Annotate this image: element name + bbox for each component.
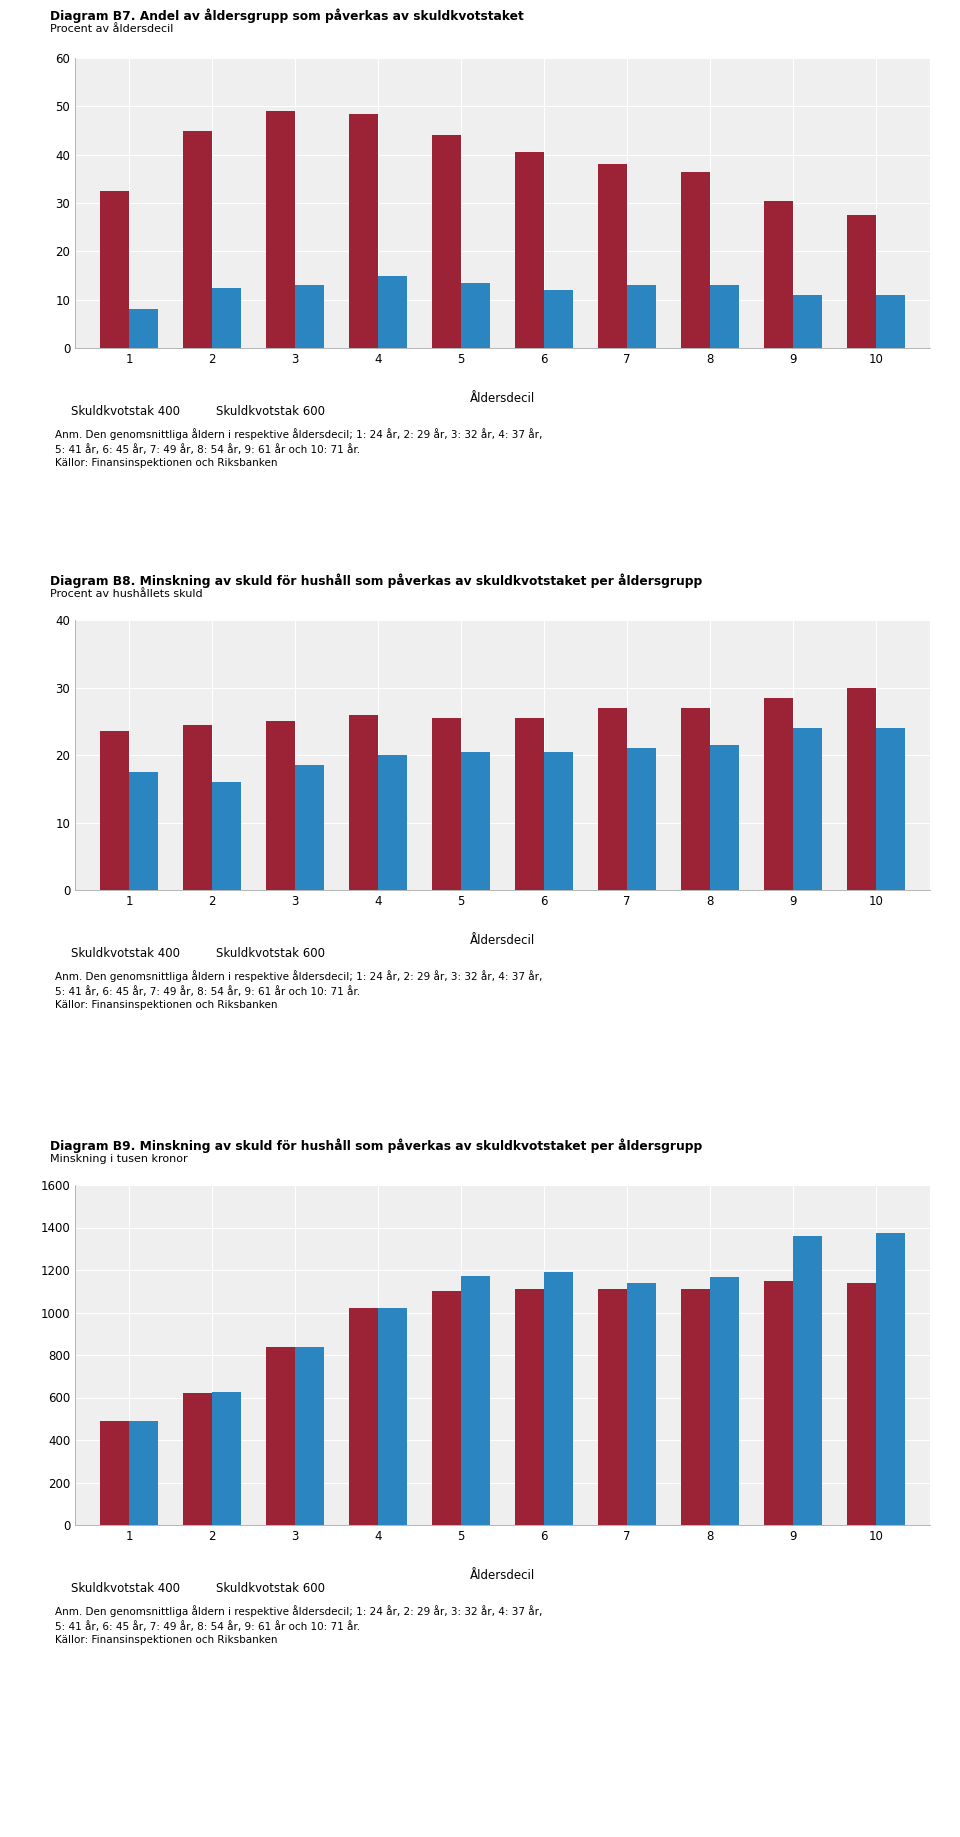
Bar — [348, 715, 378, 889]
Bar — [515, 1290, 544, 1525]
Bar — [432, 1291, 461, 1525]
Text: Anm. Den genomsnittliga åldern i respektive åldersdecil; 1: 24 år, 2: 29 år, 3: : Anm. Den genomsnittliga åldern i respekt… — [55, 970, 542, 1010]
Bar — [129, 772, 158, 889]
Text: Skuldkvotstak 600: Skuldkvotstak 600 — [216, 948, 325, 961]
Bar — [710, 285, 739, 347]
Bar — [544, 1273, 573, 1525]
Bar — [764, 200, 793, 347]
Bar — [266, 112, 295, 347]
Bar — [847, 1282, 876, 1525]
Bar — [461, 1277, 490, 1525]
Bar — [183, 130, 212, 347]
Bar — [515, 718, 544, 889]
Bar — [266, 722, 295, 889]
Text: Skuldkvotstak 400: Skuldkvotstak 400 — [71, 948, 180, 961]
Bar — [515, 152, 544, 347]
Text: Åldersdecil: Åldersdecil — [469, 391, 535, 404]
Bar — [544, 751, 573, 889]
Bar — [183, 724, 212, 889]
Bar — [378, 755, 407, 889]
Bar — [432, 718, 461, 889]
Bar — [100, 1420, 129, 1525]
Bar — [212, 783, 241, 889]
Bar — [295, 766, 324, 889]
Bar — [378, 276, 407, 347]
Bar — [183, 1392, 212, 1525]
Text: Skuldkvotstak 600: Skuldkvotstak 600 — [216, 404, 325, 419]
Bar — [598, 707, 627, 889]
Bar — [461, 283, 490, 347]
Bar — [129, 309, 158, 347]
Bar — [764, 698, 793, 889]
Text: Minskning i tusen kronor: Minskning i tusen kronor — [50, 1154, 187, 1165]
Bar — [876, 294, 905, 347]
Bar — [710, 1277, 739, 1525]
Bar — [793, 294, 822, 347]
Text: Procent av åldersdecil: Procent av åldersdecil — [50, 24, 174, 35]
Text: Åldersdecil: Åldersdecil — [469, 933, 535, 948]
Bar — [681, 707, 710, 889]
Text: 19  –  EKONOMISKA KOMMENTARER NR 8, 2015: 19 – EKONOMISKA KOMMENTARER NR 8, 2015 — [315, 1811, 645, 1824]
Bar — [295, 1347, 324, 1525]
Text: Anm. Den genomsnittliga åldern i respektive åldersdecil; 1: 24 år, 2: 29 år, 3: : Anm. Den genomsnittliga åldern i respekt… — [55, 1606, 542, 1646]
Bar — [793, 727, 822, 889]
Text: Diagram B7. Andel av åldersgrupp som påverkas av skuldkvotstaket: Diagram B7. Andel av åldersgrupp som påv… — [50, 7, 524, 22]
Bar — [627, 285, 656, 347]
Text: Procent av hushållets skuld: Procent av hushållets skuld — [50, 590, 203, 599]
Bar — [876, 727, 905, 889]
Bar — [598, 1290, 627, 1525]
Text: Skuldkvotstak 400: Skuldkvotstak 400 — [71, 404, 180, 419]
Text: Åldersdecil: Åldersdecil — [469, 1569, 535, 1582]
Bar — [681, 1290, 710, 1525]
Text: Diagram B8. Minskning av skuld för hushåll som påverkas av skuldkvotstaket per å: Diagram B8. Minskning av skuld för hushå… — [50, 573, 703, 588]
Bar — [627, 1282, 656, 1525]
Bar — [876, 1233, 905, 1525]
Bar — [129, 1420, 158, 1525]
Bar — [295, 285, 324, 347]
Bar — [212, 1392, 241, 1525]
Bar — [847, 215, 876, 347]
Bar — [348, 114, 378, 347]
Text: Diagram B9. Minskning av skuld för hushåll som påverkas av skuldkvotstaket per å: Diagram B9. Minskning av skuld för hushå… — [50, 1137, 703, 1152]
Bar — [432, 136, 461, 347]
Bar — [212, 288, 241, 347]
Bar — [681, 171, 710, 347]
Bar — [461, 751, 490, 889]
Bar — [710, 744, 739, 889]
Bar — [598, 163, 627, 347]
Bar — [100, 191, 129, 347]
Text: Skuldkvotstak 600: Skuldkvotstak 600 — [216, 1582, 325, 1595]
Text: Skuldkvotstak 400: Skuldkvotstak 400 — [71, 1582, 180, 1595]
Bar — [544, 290, 573, 347]
Bar — [348, 1308, 378, 1525]
Bar — [764, 1280, 793, 1525]
Bar — [793, 1236, 822, 1525]
Bar — [847, 687, 876, 889]
Text: Anm. Den genomsnittliga åldern i respektive åldersdecil; 1: 24 år, 2: 29 år, 3: : Anm. Den genomsnittliga åldern i respekt… — [55, 428, 542, 468]
Bar — [100, 731, 129, 889]
Bar — [627, 748, 656, 889]
Bar — [378, 1308, 407, 1525]
Bar — [266, 1347, 295, 1525]
